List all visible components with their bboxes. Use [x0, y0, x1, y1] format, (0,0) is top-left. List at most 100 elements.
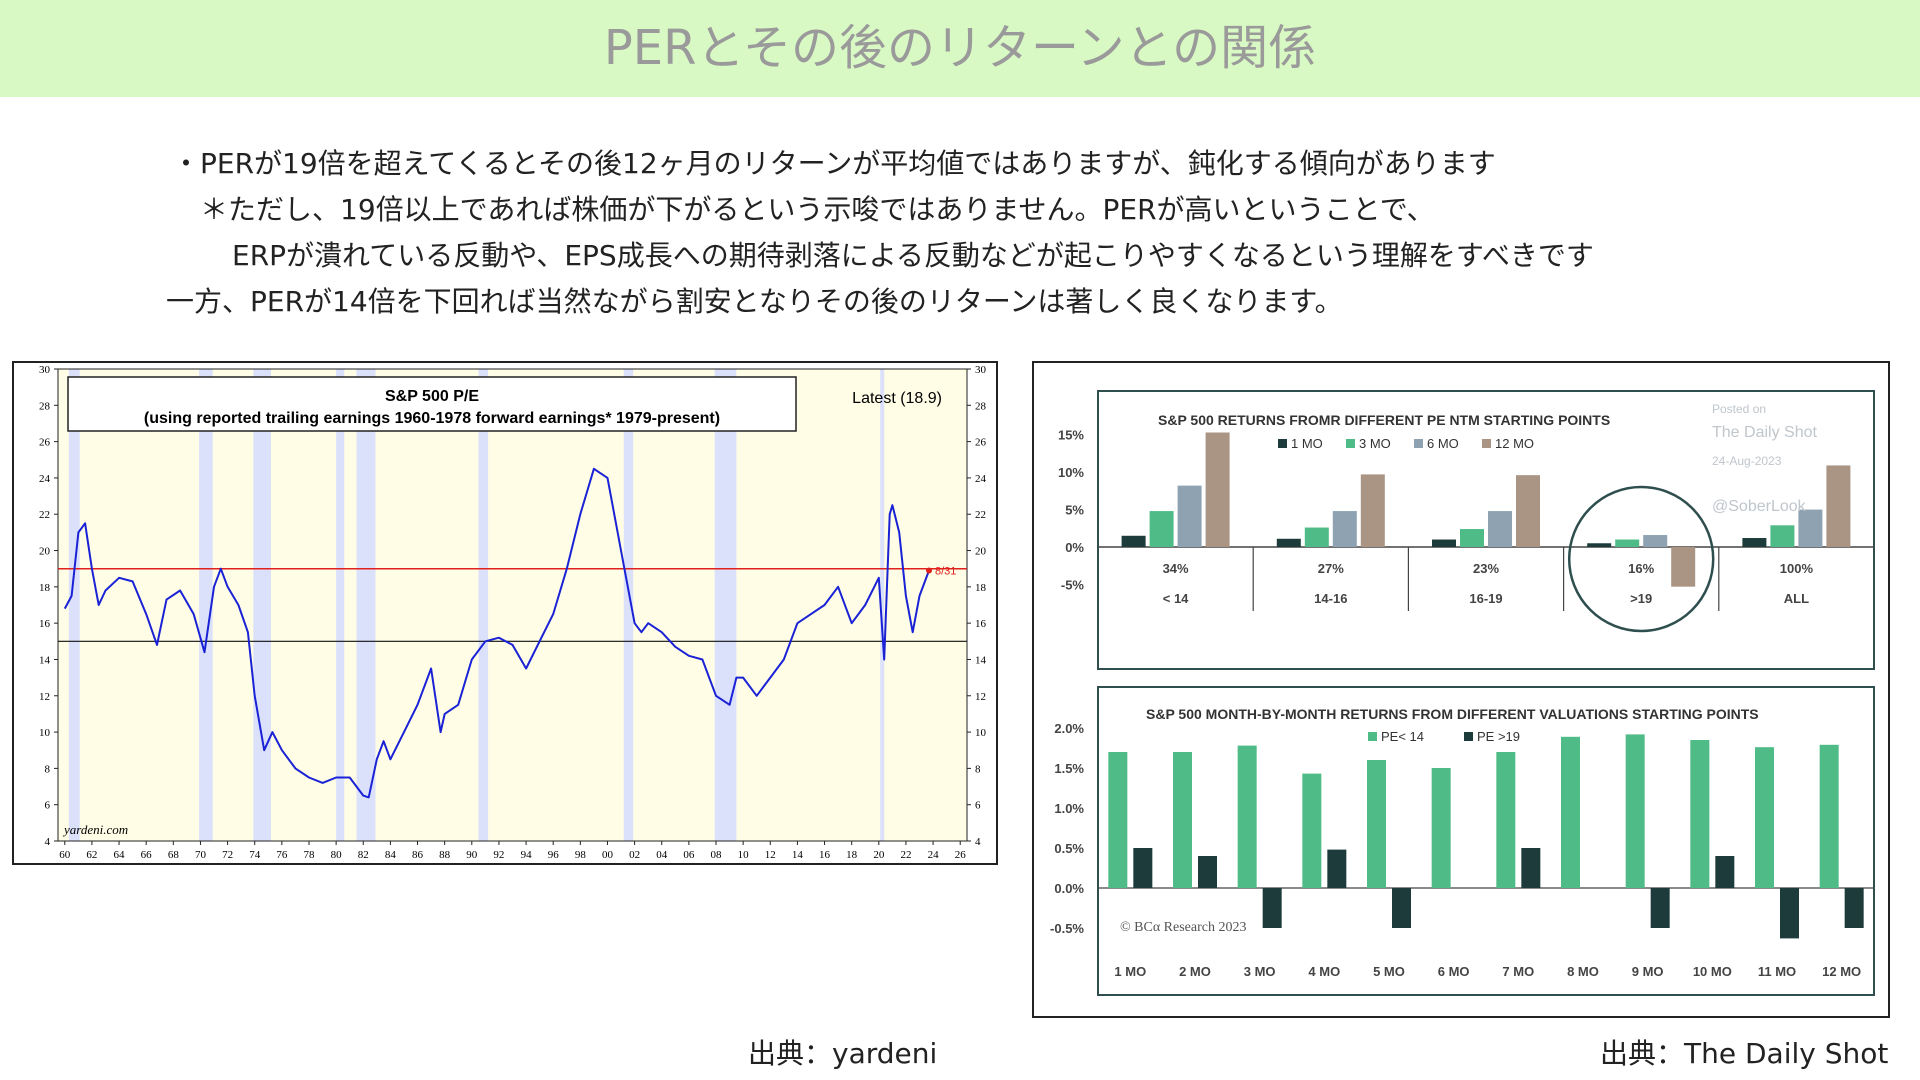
bar-pe-below-14 [1690, 740, 1710, 888]
recession-band [478, 369, 489, 841]
x-tick-label: 92 [493, 849, 504, 861]
pe-watermark: yardeni.com [62, 822, 128, 837]
x-tick-label: 20 [873, 849, 885, 861]
category-share: 27% [1318, 561, 1344, 576]
bar-pe-below-14 [1496, 752, 1516, 888]
legend-label: 6 MO [1427, 436, 1459, 451]
y-tick-label-right: 4 [975, 836, 981, 848]
bar-pe-below-14 [1625, 734, 1645, 888]
recession-band [356, 369, 376, 841]
pe-latest-annotation: Latest (18.9) [852, 390, 942, 407]
bar-pe-below-14 [1302, 773, 1322, 888]
category-share: 23% [1473, 561, 1499, 576]
x-tick-label: 62 [86, 849, 97, 861]
bar-pe-above-19 [1650, 888, 1670, 928]
bar-pe-below-14 [1431, 768, 1451, 888]
bar-1mo [1742, 538, 1767, 547]
daily-shot-watermark: @SoberLook [1712, 498, 1807, 515]
bar-pe-above-19 [1133, 848, 1153, 888]
bar-pe-above-19 [1392, 888, 1411, 928]
x-tick-label: 96 [548, 849, 560, 861]
bar-12mo [1205, 432, 1230, 547]
x-tick-label: 18 [846, 849, 858, 861]
category-share: 100% [1780, 561, 1814, 576]
category-share: 34% [1163, 561, 1189, 576]
y-tick-label-right: 20 [975, 546, 987, 558]
bar-3mo [1149, 511, 1174, 547]
y-tick-label: 20 [39, 546, 51, 558]
pe-latest-point [926, 567, 933, 574]
bar-pe-above-19 [1198, 856, 1217, 888]
y-tick-label-right: 22 [975, 509, 986, 521]
y-tick-label: 8 [45, 763, 51, 775]
bottom-y-tick-label: 1.0% [1054, 801, 1084, 816]
bar-pe-above-19 [1262, 888, 1282, 928]
x-tick-label: 00 [602, 849, 614, 861]
source-right: 出典：The Daily Shot [1600, 1037, 1889, 1070]
x-tick-label: 68 [168, 849, 180, 861]
month-label: 10 MO [1693, 964, 1732, 979]
y-tick-label-right: 28 [975, 400, 987, 412]
x-tick-label: 12 [765, 849, 776, 861]
bar-3mo [1304, 527, 1329, 547]
y-tick-label-right: 30 [975, 364, 987, 376]
month-label: 11 MO [1758, 964, 1796, 979]
x-tick-label: 02 [629, 849, 640, 861]
recession-band [68, 369, 80, 841]
top-y-tick-label: 10% [1058, 465, 1084, 480]
x-tick-label: 24 [928, 849, 940, 861]
x-tick-label: 70 [195, 849, 207, 861]
bar-6mo [1177, 485, 1202, 547]
bar-6mo [1332, 511, 1357, 547]
recession-band [880, 369, 885, 841]
legend-label: PE< 14 [1381, 729, 1424, 744]
pe-title-box [67, 376, 797, 432]
legend-label: 3 MO [1359, 436, 1391, 451]
bullet-4: 一方、PERが14倍を下回れば当然ながら割安となりその後のリターンは著しく良くな… [166, 285, 1343, 318]
bar-1mo [1432, 539, 1456, 547]
bar-pe-above-19 [1521, 848, 1541, 888]
bar-pe-above-19 [1327, 849, 1347, 888]
month-label: 4 MO [1308, 964, 1340, 979]
bottom-y-tick-label: 1.5% [1054, 761, 1084, 776]
y-tick-label-right: 18 [975, 582, 987, 594]
legend-swatch-pe [1368, 732, 1377, 741]
bar-12mo [1671, 547, 1696, 587]
x-tick-label: 06 [683, 849, 695, 861]
bar-3mo [1615, 539, 1640, 547]
bottom-y-tick-label: 0.0% [1054, 881, 1084, 896]
x-tick-label: 76 [276, 849, 288, 861]
y-tick-label-right: 8 [975, 763, 981, 775]
category-share: 16% [1628, 561, 1654, 576]
bottom-y-tick-label: 2.0% [1054, 721, 1084, 736]
y-tick-label: 30 [39, 364, 51, 376]
bca-copyright: © BCα Research 2023 [1120, 920, 1246, 935]
y-tick-label: 14 [39, 654, 51, 666]
x-tick-label: 78 [303, 849, 315, 861]
bar-1mo [1276, 538, 1301, 547]
x-tick-label: 84 [385, 849, 397, 861]
month-label: 2 MO [1179, 964, 1211, 979]
bar-pe-below-14 [1173, 752, 1192, 888]
x-tick-label: 14 [792, 849, 804, 861]
month-label: 3 MO [1244, 964, 1276, 979]
x-tick-label: 26 [955, 849, 967, 861]
recession-band [714, 369, 737, 841]
y-tick-label-right: 26 [975, 437, 987, 449]
y-tick-label-right: 16 [975, 618, 987, 630]
x-tick-label: 22 [900, 849, 911, 861]
month-label: 9 MO [1632, 964, 1664, 979]
bar-pe-below-14 [1561, 736, 1580, 888]
top-y-tick-label: 5% [1065, 503, 1084, 518]
y-tick-label: 22 [39, 509, 50, 521]
y-tick-label-right: 10 [975, 727, 987, 739]
x-tick-label: 82 [358, 849, 369, 861]
pe-series-line [63, 467, 930, 799]
legend-label: 12 MO [1495, 436, 1534, 451]
bar-12mo [1826, 465, 1851, 547]
x-tick-label: 16 [819, 849, 831, 861]
x-tick-label: 74 [249, 849, 261, 861]
category-label: 16-19 [1469, 591, 1502, 606]
y-tick-label: 28 [39, 400, 51, 412]
